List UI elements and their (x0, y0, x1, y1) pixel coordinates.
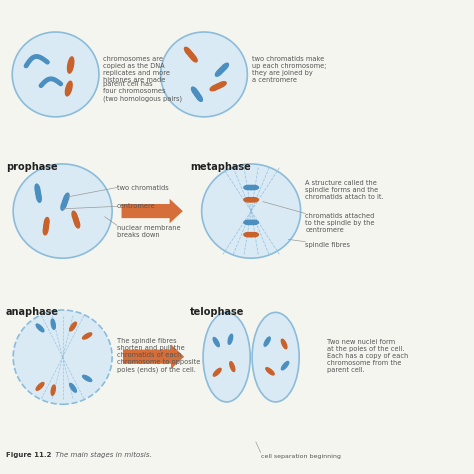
Polygon shape (244, 185, 253, 190)
Polygon shape (249, 185, 253, 190)
Text: chromosomes are
copied as the DNA
replicates and more
histones are made: chromosomes are copied as the DNA replic… (103, 55, 170, 82)
Polygon shape (43, 224, 48, 235)
Text: metaphase: metaphase (190, 162, 251, 172)
Polygon shape (36, 191, 41, 202)
Text: The spindle fibres
shorten and pull the
chromatids of each
chromosome to opposit: The spindle fibres shorten and pull the … (117, 338, 200, 373)
Polygon shape (244, 198, 253, 202)
Polygon shape (213, 368, 221, 376)
Polygon shape (123, 345, 184, 369)
Text: chromatids attached
to the spindle by the
centromere: chromatids attached to the spindle by th… (305, 213, 375, 233)
Polygon shape (44, 224, 48, 228)
Polygon shape (65, 81, 72, 96)
Polygon shape (61, 200, 67, 210)
Polygon shape (216, 84, 220, 89)
Text: cell separation beginning: cell separation beginning (261, 454, 340, 459)
Text: The main stages in mitosis.: The main stages in mitosis. (53, 451, 152, 457)
Ellipse shape (161, 32, 247, 117)
Polygon shape (249, 198, 258, 202)
Ellipse shape (252, 312, 299, 402)
Ellipse shape (12, 32, 99, 117)
Polygon shape (219, 67, 224, 72)
Text: spindle fibres: spindle fibres (305, 242, 350, 248)
Text: nuclear membrane
breaks down: nuclear membrane breaks down (117, 225, 181, 238)
Polygon shape (282, 362, 289, 370)
Polygon shape (191, 87, 199, 96)
Text: anaphase: anaphase (6, 307, 59, 317)
Text: centromere: centromere (117, 203, 155, 210)
Polygon shape (249, 220, 253, 225)
Polygon shape (51, 385, 55, 395)
Polygon shape (230, 362, 235, 372)
Polygon shape (215, 68, 224, 76)
Polygon shape (228, 334, 233, 344)
Polygon shape (249, 220, 258, 225)
Polygon shape (36, 383, 44, 390)
Polygon shape (244, 233, 253, 237)
Polygon shape (70, 322, 76, 331)
Ellipse shape (13, 164, 112, 258)
Polygon shape (63, 193, 69, 204)
Polygon shape (36, 191, 40, 196)
Polygon shape (249, 198, 253, 202)
Polygon shape (72, 211, 78, 222)
Polygon shape (195, 92, 199, 97)
Text: A structure called the
spindle forms and the
chromatids attach to it.: A structure called the spindle forms and… (305, 181, 384, 201)
Polygon shape (210, 84, 220, 91)
Polygon shape (264, 337, 270, 346)
Polygon shape (189, 52, 193, 57)
Polygon shape (244, 220, 253, 225)
Polygon shape (73, 217, 78, 222)
Polygon shape (189, 53, 197, 62)
Ellipse shape (13, 310, 112, 404)
Polygon shape (35, 184, 40, 196)
Text: parent cell has
four chromosomes
(two homologous pairs): parent cell has four chromosomes (two ho… (103, 82, 182, 102)
Polygon shape (184, 47, 193, 57)
Text: Two new nuclei form
at the poles of the cell.
Each has a copy of each
chromosome: Two new nuclei form at the poles of the … (327, 339, 408, 373)
Polygon shape (266, 368, 274, 375)
Polygon shape (249, 185, 258, 190)
Polygon shape (195, 92, 202, 101)
Polygon shape (36, 324, 44, 332)
Polygon shape (249, 233, 253, 237)
Polygon shape (44, 218, 49, 228)
Polygon shape (220, 63, 228, 72)
Text: telophase: telophase (190, 307, 244, 317)
Text: Figure 11.2: Figure 11.2 (6, 452, 52, 457)
Polygon shape (213, 337, 219, 346)
Polygon shape (82, 333, 92, 339)
Ellipse shape (201, 164, 301, 258)
Polygon shape (121, 199, 183, 223)
Polygon shape (67, 57, 74, 73)
Polygon shape (249, 233, 258, 237)
Text: two chromatids make
up each chromosome;
they are joined by
a centromere: two chromatids make up each chromosome; … (252, 55, 327, 82)
Polygon shape (282, 339, 287, 349)
Polygon shape (74, 218, 80, 228)
Polygon shape (63, 199, 67, 204)
Text: two chromatids: two chromatids (117, 184, 169, 191)
Polygon shape (82, 375, 92, 382)
Polygon shape (70, 383, 76, 392)
Text: prophase: prophase (6, 162, 58, 172)
Polygon shape (216, 82, 226, 88)
Polygon shape (51, 319, 55, 329)
Ellipse shape (203, 312, 250, 402)
